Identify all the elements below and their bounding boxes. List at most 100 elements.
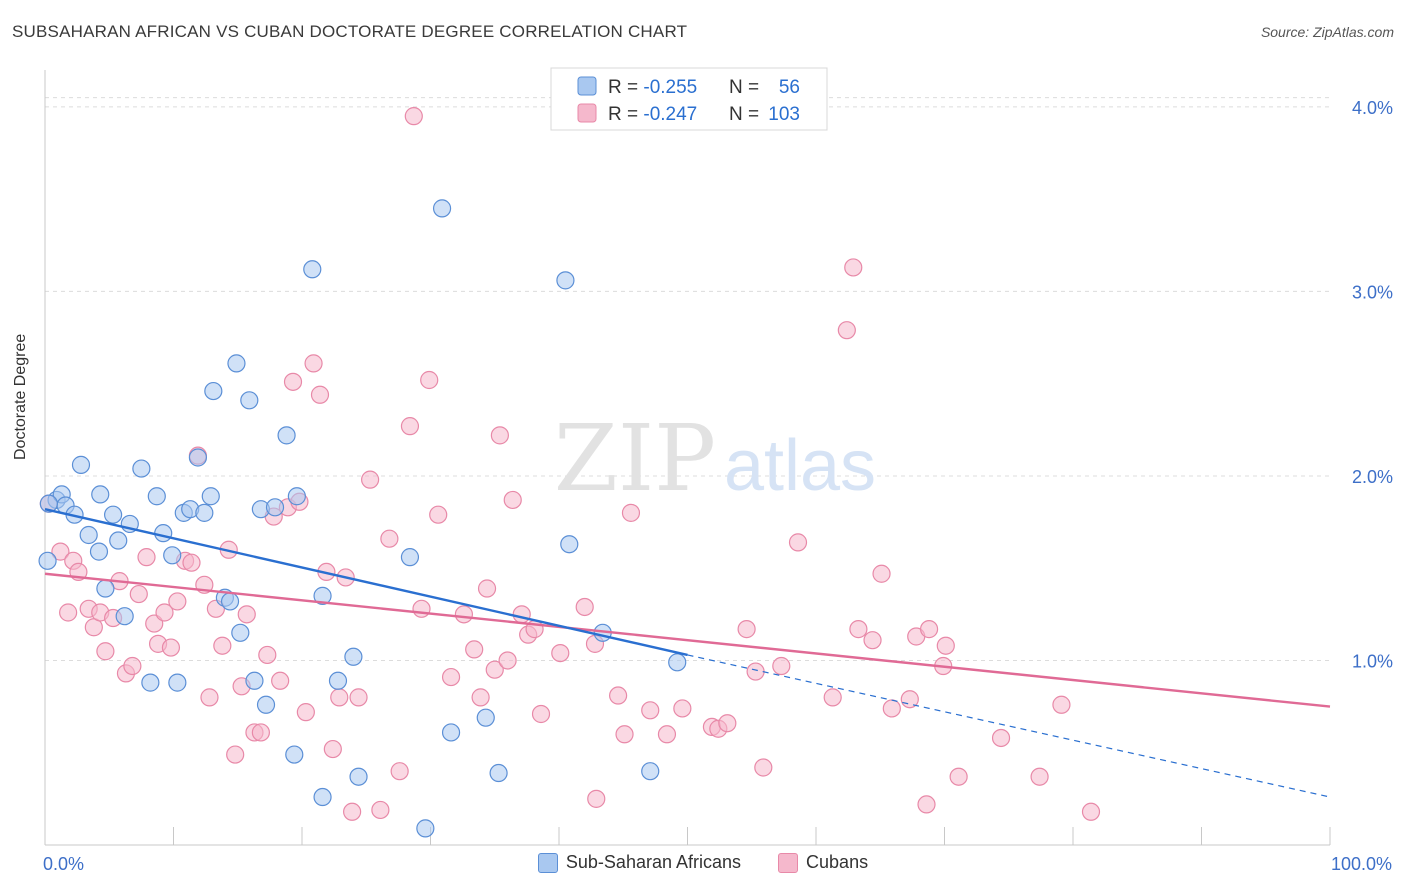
sub-saharan-point — [240, 391, 259, 410]
cubans-point — [380, 529, 399, 548]
svg-text:N =: N = — [729, 77, 759, 98]
sub-saharan-point — [109, 531, 128, 550]
cubans-point — [746, 662, 765, 681]
sub-saharan-point — [96, 579, 115, 598]
sub-saharan-point — [201, 487, 220, 506]
axes — [44, 70, 1331, 846]
sub-saharan-point — [476, 708, 495, 727]
legend-label-cubans: Cubans — [806, 852, 869, 872]
sub-saharan-point — [441, 723, 461, 742]
sub-saharan-point — [556, 271, 575, 290]
correlation-legend: R = -0.255 N = 56 R = -0.247 N = 103 — [550, 67, 828, 131]
sub-saharan-point — [489, 763, 508, 783]
sub-saharan-point — [344, 647, 363, 666]
legend-swatch-blue — [537, 852, 558, 873]
cubans-point — [823, 688, 842, 707]
cubans-point — [512, 605, 531, 624]
cubans-point — [182, 553, 201, 572]
sub-saharan-point — [79, 525, 98, 545]
chart-title: SUBSAHARAN AFRICAN VS CUBAN DOCTORATE DE… — [12, 22, 688, 41]
cubans-point — [477, 579, 497, 598]
cubans-point — [657, 725, 677, 744]
grid-lines — [45, 97, 1330, 661]
cubans-point — [361, 470, 380, 489]
sub-saharan-point — [227, 354, 246, 373]
sub-saharan-point — [303, 260, 322, 279]
cubans-point — [718, 714, 737, 733]
legend-swatch-pink — [577, 103, 597, 123]
cubans-point — [429, 505, 448, 524]
y-tick-label: 2.0% — [1352, 467, 1393, 487]
sub-saharan-point — [256, 695, 276, 714]
sub-saharan-point — [71, 455, 91, 474]
series-legend: Sub-Saharan Africans Cubans — [0, 852, 1406, 878]
sub-saharan-point — [154, 524, 173, 543]
sub-saharan-point — [416, 819, 435, 838]
cubans-point — [788, 533, 808, 552]
cubans-point — [575, 597, 594, 617]
legend-r-label: R = — [608, 104, 643, 125]
sub-saharan-point — [328, 671, 348, 690]
cubans-point — [454, 605, 474, 624]
sub-saharan-point — [231, 623, 250, 642]
y-tick-label: 3.0% — [1352, 282, 1393, 302]
cubans-point — [621, 503, 641, 522]
sub-saharan-point — [313, 586, 332, 605]
cubans-point — [490, 426, 509, 445]
cubans-point — [609, 686, 628, 705]
cubans-point — [844, 258, 863, 277]
svg-text:N =: N = — [729, 104, 759, 125]
sub-saharan-point — [115, 607, 134, 626]
cubans-point — [465, 640, 484, 659]
cubans-point — [390, 762, 409, 781]
cubans-point — [226, 745, 245, 764]
legend-swatch-pink — [778, 852, 799, 873]
legend-item-sub-saharan[interactable]: Sub-Saharan Africans — [537, 852, 742, 873]
cubans-point — [258, 645, 277, 665]
cubans-point — [271, 671, 290, 690]
cubans-trend-line — [44, 572, 1331, 708]
cubans-point — [917, 795, 936, 814]
sub-saharan-point — [400, 548, 420, 567]
cubans-point — [471, 688, 490, 707]
legend-n-value: 56 — [779, 77, 800, 98]
cubans-point — [485, 660, 504, 679]
sub-saharan-point — [432, 199, 452, 218]
cubans-point — [404, 107, 423, 126]
cubans-point — [145, 614, 164, 633]
svg-text:R = -0.247: R = -0.247 — [608, 104, 697, 125]
sub-saharan-point — [277, 426, 296, 445]
cubans-point — [323, 739, 342, 759]
cubans-points — [39, 107, 1101, 821]
legend-n-label: N = — [729, 104, 759, 125]
cubans-point — [51, 542, 70, 561]
sub-saharan-point — [39, 494, 58, 513]
sub-saharan-point — [195, 503, 214, 522]
sub-saharan-point — [668, 653, 687, 672]
legend-r-value: -0.247 — [643, 104, 697, 125]
sub-saharan-point — [285, 745, 304, 764]
cubans-point — [137, 548, 156, 567]
cubans-point — [168, 592, 187, 611]
sub-saharan-point — [168, 673, 187, 692]
cubans-point — [863, 631, 882, 650]
cubans-point — [673, 699, 692, 718]
cubans-point — [129, 584, 148, 604]
cubans-point — [123, 656, 142, 676]
tick-labels: 1.0% 2.0% 3.0% 4.0% 0.0% 100.0% — [43, 98, 1393, 874]
cubans-point — [991, 728, 1011, 748]
cubans-point — [1081, 802, 1101, 821]
cubans-point — [349, 688, 368, 707]
sub-saharan-point — [560, 535, 579, 554]
cubans-point — [96, 642, 115, 661]
sub-saharan-point — [265, 498, 285, 517]
cubans-point — [872, 564, 891, 583]
cubans-point — [310, 385, 330, 404]
cubans-point — [412, 599, 431, 618]
cubans-point — [641, 701, 660, 720]
cubans-point — [837, 321, 856, 340]
legend-swatch-blue — [577, 76, 597, 96]
legend-item-cubans[interactable]: Cubans — [778, 852, 868, 873]
legend-label-sub-saharan: Sub-Saharan Africans — [565, 852, 742, 872]
legend-r-value: -0.255 — [643, 77, 697, 98]
